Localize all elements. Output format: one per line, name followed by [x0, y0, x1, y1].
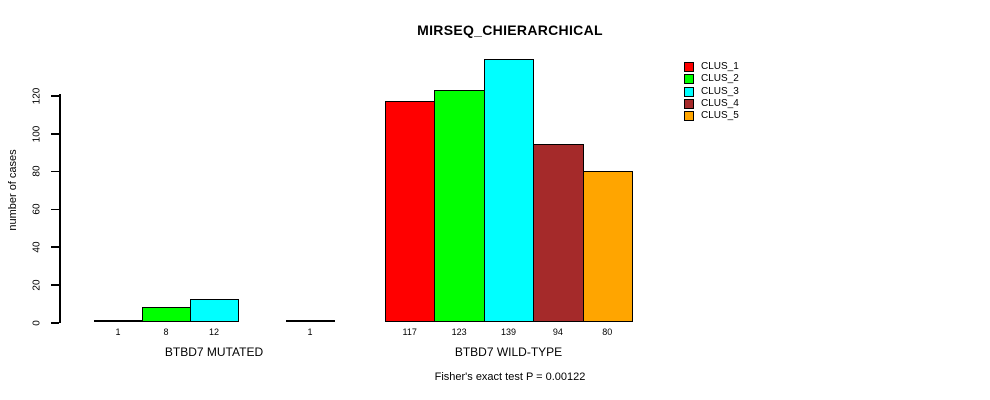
legend-item: CLUS_2: [684, 73, 739, 85]
legend-item: CLUS_3: [684, 85, 739, 97]
legend-swatch: [684, 111, 694, 122]
bar: [483, 59, 535, 322]
bar: [533, 144, 584, 322]
bar-value-label: 80: [602, 327, 613, 337]
legend-label: CLUS_3: [701, 85, 739, 97]
bar: [385, 100, 436, 322]
y-tick-mark: [51, 208, 59, 211]
group-label: BTBD7 MUTATED: [164, 345, 264, 359]
bar-value-label: 123: [451, 327, 467, 337]
bar-value-label: 8: [163, 327, 169, 337]
y-tick-mark: [51, 284, 59, 286]
bar: [434, 89, 485, 322]
legend-label: CLUS_1: [701, 61, 739, 72]
y-tick-label: 80: [31, 165, 43, 177]
y-axis-line: [59, 94, 61, 323]
legend-swatch: [684, 62, 694, 72]
bar-value-label: 12: [208, 327, 220, 337]
y-tick-label: 100: [31, 125, 43, 142]
bar-value-label: 139: [500, 327, 517, 337]
group-label: BTBD7 WILD-TYPE: [454, 345, 563, 359]
legend-label: CLUS_5: [701, 110, 739, 122]
bar: [190, 299, 239, 322]
y-tick-mark: [51, 95, 59, 97]
y-tick-label: 0: [31, 319, 43, 326]
legend-swatch: [684, 86, 694, 97]
y-tick-mark: [51, 133, 59, 135]
footer-note: Fisher's exact test P = 0.00122: [434, 371, 586, 383]
bar-value-label: 1: [115, 327, 121, 337]
legend-swatch: [684, 98, 694, 109]
y-tick-label: 60: [31, 203, 43, 215]
bar: [286, 320, 335, 322]
legend-item: CLUS_4: [684, 97, 739, 109]
bar-value-label: 94: [552, 327, 563, 337]
bar: [582, 170, 633, 322]
legend-item: CLUS_5: [684, 110, 739, 122]
y-tick-label: 40: [31, 241, 43, 253]
legend-label: CLUS_2: [701, 73, 739, 85]
legend-swatch: [684, 74, 694, 85]
y-tick-mark: [51, 170, 59, 173]
legend-item: CLUS_1: [684, 62, 739, 72]
legend: CLUS_1 CLUS_2 CLUS_3 CLUS_4 CLUS_5: [684, 62, 739, 123]
y-tick-mark: [51, 246, 59, 248]
legend-label: CLUS_4: [701, 97, 739, 109]
chart-title: MIRSEQ_CHIERARCHICAL: [417, 22, 603, 38]
bar: [94, 320, 143, 322]
y-tick-label: 120: [31, 87, 43, 105]
bar-value-label: 117: [402, 327, 417, 337]
bar: [142, 306, 191, 322]
bar-value-label: 1: [307, 327, 313, 337]
y-tick-mark: [51, 322, 59, 324]
y-tick-label: 20: [31, 279, 43, 291]
